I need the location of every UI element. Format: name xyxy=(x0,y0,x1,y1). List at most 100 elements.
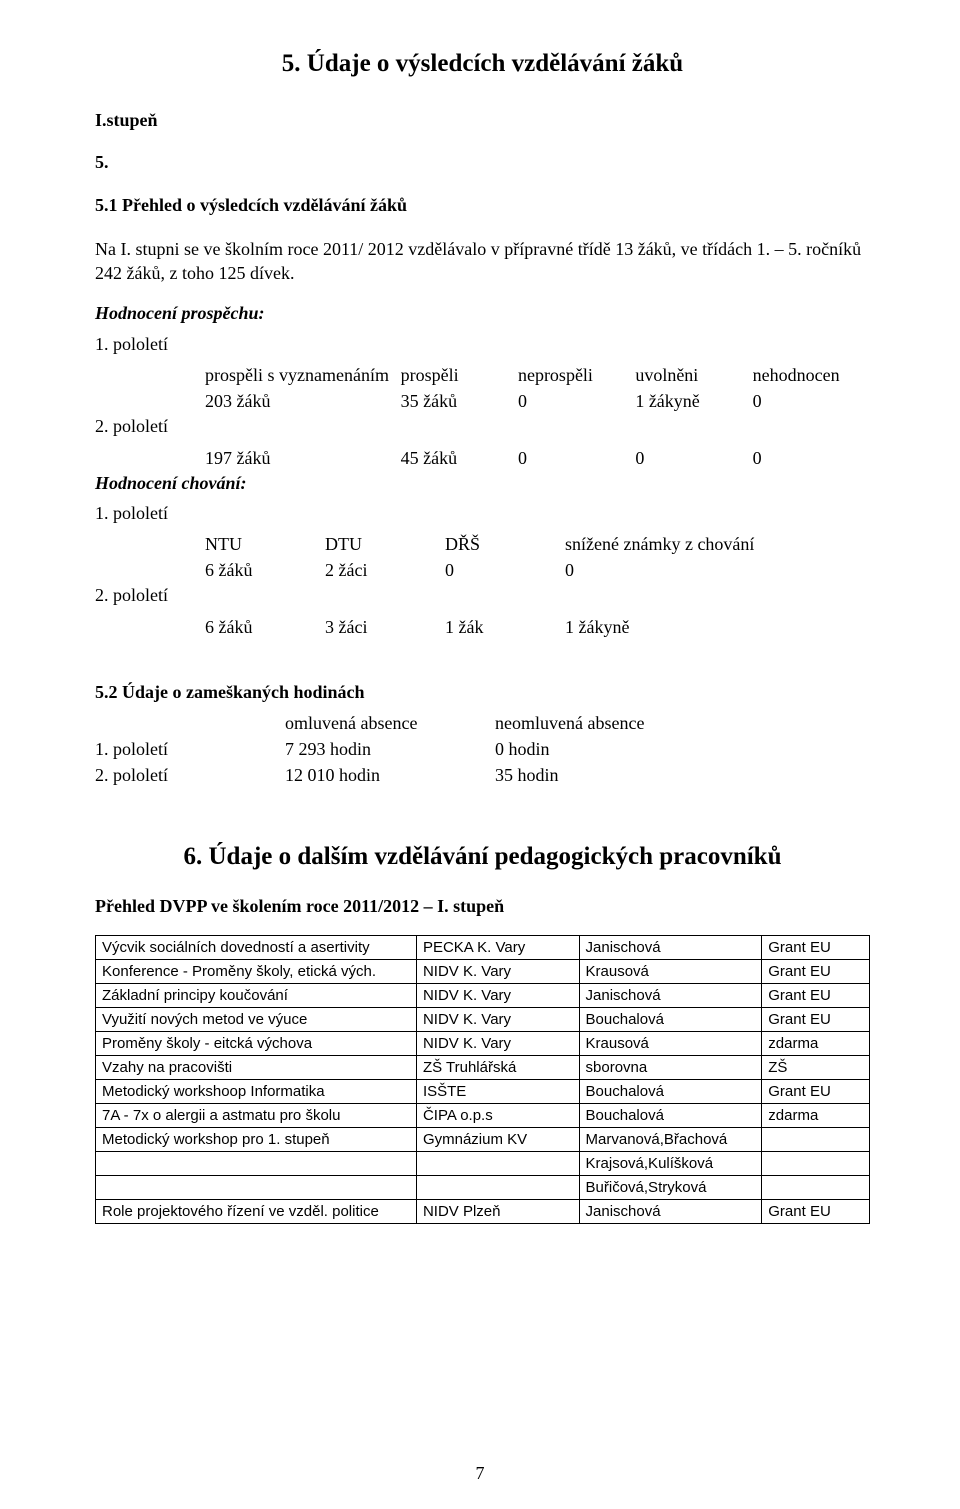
table-cell: NIDV K. Vary xyxy=(416,1008,579,1032)
prospech-r2c2: 45 žáků xyxy=(401,445,518,471)
table-cell: Krausová xyxy=(579,1032,762,1056)
table-cell: Grant EU xyxy=(762,936,870,960)
section-6-title: 6. Údaje o dalším vzdělávání pedagogický… xyxy=(95,843,870,871)
table-row: Využití nových metod ve výuceNIDV K. Var… xyxy=(96,1008,870,1032)
table-cell: NIDV Plzeň xyxy=(416,1200,579,1224)
prospech-r2c4: 0 xyxy=(635,445,752,471)
table-cell: Grant EU xyxy=(762,960,870,984)
table-cell: NIDV K. Vary xyxy=(416,1032,579,1056)
table-row: Metodický workshoop InformatikaISŠTEBouc… xyxy=(96,1080,870,1104)
table-cell xyxy=(96,1176,417,1200)
prospech-r1c3: 0 xyxy=(518,388,635,414)
prospech-r2c3: 0 xyxy=(518,445,635,471)
abs-r1-b: 0 hodin xyxy=(495,736,695,762)
table-cell xyxy=(762,1176,870,1200)
table-cell: sborovna xyxy=(579,1056,762,1080)
table-cell: Gymnázium KV xyxy=(416,1128,579,1152)
table-cell: Janischová xyxy=(579,984,762,1008)
prospech-h4: uvolněni xyxy=(635,362,752,388)
table-cell: Janischová xyxy=(579,936,762,960)
prospech-h5: nehodnocen xyxy=(753,362,870,388)
hodnoceni-prospechu-label: Hodnocení prospěchu: xyxy=(95,301,870,325)
document-page: 5. Údaje o výsledcích vzdělávání žáků I.… xyxy=(0,0,960,1509)
chov-h3: DŘŠ xyxy=(445,531,565,557)
abs-header-a: omluvená absence xyxy=(285,710,495,736)
abs-r2-a: 12 010 hodin xyxy=(285,762,495,788)
abs-r2-label: 2. pololetí xyxy=(95,762,285,788)
chov-h2: DTU xyxy=(325,531,445,557)
table-cell xyxy=(762,1152,870,1176)
pol1-label: 1. pololetí xyxy=(95,332,870,356)
table-cell: Výcvik sociálních dovedností a asertivit… xyxy=(96,936,417,960)
table-cell: Grant EU xyxy=(762,1200,870,1224)
table-cell: Grant EU xyxy=(762,984,870,1008)
table-cell: Metodický workshoop Informatika xyxy=(96,1080,417,1104)
sec51-title: 5.1 Přehled o výsledcích vzdělávání žáků xyxy=(95,193,870,217)
table-row: Základní principy koučováníNIDV K. VaryJ… xyxy=(96,984,870,1008)
table-row: Buřičová,Stryková xyxy=(96,1176,870,1200)
sec51-num: 5. xyxy=(95,150,870,174)
page-number: 7 xyxy=(0,1463,960,1484)
table-cell: Proměny školy - eitcká výchova xyxy=(96,1032,417,1056)
chov-r2c3: 1 žák xyxy=(445,614,565,640)
table-cell: Krausová xyxy=(579,960,762,984)
table-cell: Marvanová,Břachová xyxy=(579,1128,762,1152)
pol2-label-a: 2. pololetí xyxy=(95,414,870,438)
table-cell: ZŠ Truhlářská xyxy=(416,1056,579,1080)
table-row: Výcvik sociálních dovedností a asertivit… xyxy=(96,936,870,960)
absence-block: omluvená absence neomluvená absence 1. p… xyxy=(95,710,870,788)
prospech-r1c4: 1 žákyně xyxy=(635,388,752,414)
dvpp-table: Výcvik sociálních dovedností a asertivit… xyxy=(95,935,870,1224)
table-cell: NIDV K. Vary xyxy=(416,984,579,1008)
abs-r2-b: 35 hodin xyxy=(495,762,695,788)
prospech-r1c5: 0 xyxy=(753,388,870,414)
table-cell: Základní principy koučování xyxy=(96,984,417,1008)
table-row: Role projektového řízení ve vzděl. polit… xyxy=(96,1200,870,1224)
chov-h1: NTU xyxy=(205,531,325,557)
chov-r2c1: 6 žáků xyxy=(205,614,325,640)
section-5-title: 5. Údaje o výsledcích vzdělávání žáků xyxy=(95,50,870,78)
stupen-label: I.stupeň xyxy=(95,108,870,132)
chov-r2c4: 1 žákyně xyxy=(565,614,815,640)
table-cell xyxy=(96,1152,417,1176)
table-cell: Bouchalová xyxy=(579,1080,762,1104)
prospech-r1c1: 203 žáků xyxy=(205,388,401,414)
table-row: Vzahy na pracovištiZŠ Truhlářskásborovna… xyxy=(96,1056,870,1080)
table-row: Krajsová,Kulíšková xyxy=(96,1152,870,1176)
chov-pol2-label: 2. pololetí xyxy=(95,583,870,607)
table-row: Metodický workshop pro 1. stupeňGymnáziu… xyxy=(96,1128,870,1152)
prospech-r1c2: 35 žáků xyxy=(401,388,518,414)
abs-r1-label: 1. pololetí xyxy=(95,736,285,762)
chov-h4: snížené známky z chování xyxy=(565,531,815,557)
table-cell: Role projektového řízení ve vzděl. polit… xyxy=(96,1200,417,1224)
table-row: 7A - 7x o alergii a astmatu pro školuČIP… xyxy=(96,1104,870,1128)
table-cell: ČIPA o.p.s xyxy=(416,1104,579,1128)
chov-r1c3: 0 xyxy=(445,557,565,583)
table-cell: 7A - 7x o alergii a astmatu pro školu xyxy=(96,1104,417,1128)
table-cell: zdarma xyxy=(762,1104,870,1128)
table-row: Proměny školy - eitcká výchovaNIDV K. Va… xyxy=(96,1032,870,1056)
sec52-title: 5.2 Údaje o zameškaných hodinách xyxy=(95,680,870,704)
chov-r2c2: 3 žáci xyxy=(325,614,445,640)
table-cell: Vzahy na pracovišti xyxy=(96,1056,417,1080)
table-cell: Bouchalová xyxy=(579,1104,762,1128)
chov-r1c2: 2 žáci xyxy=(325,557,445,583)
prospech-r2c5: 0 xyxy=(753,445,870,471)
table-cell xyxy=(416,1152,579,1176)
table-cell: Konference - Proměny školy, etická vých. xyxy=(96,960,417,984)
table-cell: NIDV K. Vary xyxy=(416,960,579,984)
abs-header-b: neomluvená absence xyxy=(495,710,695,736)
table-cell: Krajsová,Kulíšková xyxy=(579,1152,762,1176)
dvpp-subtitle: Přehled DVPP ve školením roce 2011/2012 … xyxy=(95,896,870,917)
chov-pol1-label: 1. pololetí xyxy=(95,501,870,525)
abs-r1-a: 7 293 hodin xyxy=(285,736,495,762)
table-cell: Využití nových metod ve výuce xyxy=(96,1008,417,1032)
table-cell xyxy=(762,1128,870,1152)
table-cell: zdarma xyxy=(762,1032,870,1056)
chov-r1c1: 6 žáků xyxy=(205,557,325,583)
prospech-r2c1: 197 žáků xyxy=(205,445,401,471)
prospech-block: 1. pololetí prospěli s vyznamenáním pros… xyxy=(95,332,870,471)
table-cell xyxy=(416,1176,579,1200)
hodnoceni-chovani-label: Hodnocení chování: xyxy=(95,471,870,495)
table-cell: Bouchalová xyxy=(579,1008,762,1032)
